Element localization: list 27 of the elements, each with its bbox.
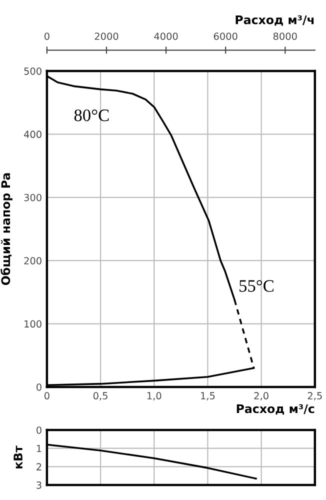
y-tick-label: 100 (24, 320, 42, 328)
x-axis-title: Расход м³/с (236, 404, 314, 415)
x-tick-label: 0,5 (93, 392, 108, 400)
annotation: 55°C (240, 280, 274, 292)
y-tick-label: 3 (36, 481, 42, 489)
x2-tick-label: 8000 (273, 32, 297, 40)
y-tick-label: 0 (36, 383, 42, 391)
x2-tick-label: 6000 (214, 32, 238, 40)
y-tick-label: 400 (24, 130, 42, 138)
y-axis-title: Общий напор Pa (0, 173, 12, 286)
x2-tick-label: 4000 (154, 32, 178, 40)
y-tick-label: 0 (36, 426, 42, 434)
x2-tick-label: 0 (44, 32, 50, 40)
y-tick-label: 200 (24, 257, 42, 264)
y-tick-label: 300 (24, 194, 42, 202)
x-tick-label: 1,0 (147, 392, 162, 400)
x-tick-label: 1,5 (201, 392, 215, 400)
x-tick-label: 2,5 (308, 392, 322, 400)
y-axis-title: кВт (14, 446, 22, 468)
y-tick-label: 2 (36, 463, 42, 470)
x2-axis-title: Расход м³/ч (236, 15, 314, 26)
y-tick-label: 1 (36, 444, 42, 452)
y-tick-label: 500 (24, 67, 42, 75)
annotation: 80°C (74, 109, 109, 122)
x-tick-label: 0 (44, 392, 50, 400)
x-tick-label: 2,0 (254, 392, 268, 400)
x2-tick-label: 2000 (94, 32, 118, 40)
